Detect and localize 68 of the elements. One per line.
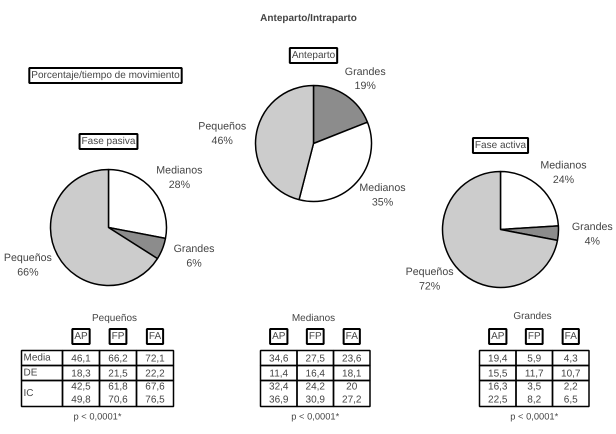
- text: 21,5: [108, 368, 128, 380]
- text: 16,3 22,5: [488, 381, 508, 406]
- category-label: AP: [272, 331, 286, 342]
- text: Medianos: [292, 313, 336, 324]
- category-label: FA: [148, 331, 162, 342]
- slice-label: Grandes: [174, 243, 214, 256]
- text: p < 0,0001*: [291, 412, 340, 422]
- text: 24,2 30,9: [306, 381, 325, 406]
- slice-label: Pequeños: [198, 120, 246, 133]
- text: 27,5: [306, 354, 325, 364]
- text: Grandes: [513, 311, 552, 322]
- text: 5,9: [527, 354, 542, 364]
- text: 2,2 6,5: [564, 381, 578, 406]
- text: 15,5: [488, 368, 508, 380]
- text: 66,2: [108, 354, 128, 364]
- slice-label: Pequeños: [4, 252, 52, 264]
- text: 34,6: [269, 354, 288, 364]
- slice-label: Medianos: [540, 159, 587, 172]
- data-label: 6%: [186, 257, 202, 270]
- data-label: 4%: [584, 236, 601, 248]
- category-label: FA: [346, 331, 358, 342]
- text: 3,5 8,2: [527, 381, 542, 406]
- category-label: IC: [24, 388, 34, 399]
- category-label: FP: [308, 331, 322, 342]
- category-label: AP: [74, 331, 88, 342]
- category-label: AP: [491, 331, 505, 342]
- text: p < 0,0001*: [510, 412, 559, 422]
- data-label: 46%: [212, 134, 234, 147]
- slice-label: Medianos: [359, 182, 406, 194]
- data-label: 66%: [17, 266, 40, 278]
- text: Porcentaje/tiempo de movimiento: [31, 70, 180, 81]
- category-label: FP: [112, 331, 125, 342]
- chart-title: Fase pasiva: [82, 136, 136, 147]
- text: 46,1: [71, 354, 91, 364]
- text: 72,1: [145, 354, 165, 364]
- category-label: FP: [528, 331, 541, 342]
- data-label: 24%: [552, 174, 575, 186]
- slice-label: Grandes: [572, 221, 613, 234]
- text: 11,7: [524, 368, 544, 380]
- text: 16,4: [306, 368, 325, 380]
- data-label: 28%: [168, 178, 191, 191]
- text: 67,6 76,5: [145, 381, 165, 406]
- chart-title: Fase activa: [474, 140, 527, 151]
- chart-title: Anteparto: [292, 50, 336, 61]
- slice-label: Medianos: [156, 164, 203, 177]
- data-label: 35%: [372, 196, 394, 208]
- category-label: Media: [24, 352, 51, 364]
- text: 19,4: [488, 354, 508, 364]
- category-label: DE: [24, 368, 38, 378]
- text: p < 0,0001*: [74, 412, 122, 422]
- text: 22,2: [145, 368, 165, 380]
- slice-label: Grandes: [344, 66, 386, 78]
- text: 42,5 49,8: [71, 381, 91, 406]
- data-label: 72%: [418, 280, 441, 292]
- category-label: FA: [564, 331, 578, 342]
- text: 18,3: [71, 368, 91, 380]
- text: 61,8 70,6: [108, 381, 128, 406]
- text: 23,6: [342, 354, 362, 364]
- text: 18,1: [342, 368, 362, 380]
- text: 32,4 36,9: [269, 381, 288, 406]
- text: 11,4: [269, 368, 288, 380]
- text: 4,3: [564, 354, 578, 364]
- slice-label: Pequeños: [406, 266, 454, 278]
- text: 20 27,2: [342, 381, 362, 406]
- text: Anteparto/Intraparto: [260, 13, 357, 24]
- text: 10,7: [561, 368, 580, 380]
- data-label: 19%: [354, 80, 376, 92]
- text: Pequeños: [92, 313, 138, 324]
